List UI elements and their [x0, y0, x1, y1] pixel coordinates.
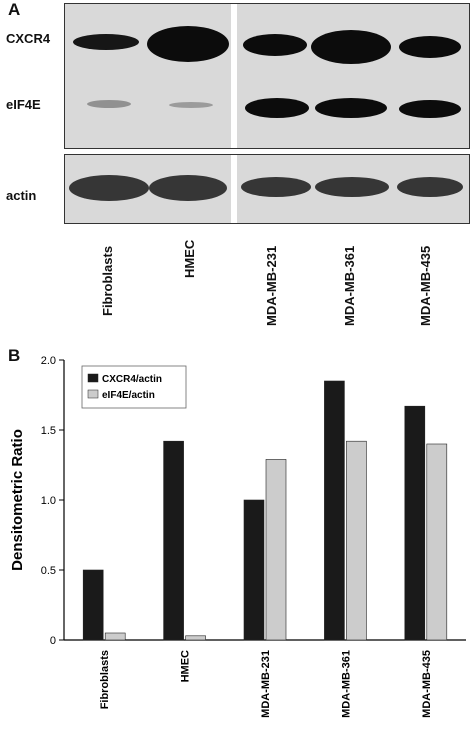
- bar-eif4e-actin-hmec: [185, 635, 206, 641]
- lane-label-fibroblasts: Fibroblasts: [100, 245, 115, 316]
- eif4e-band-mda-mb-361: [315, 98, 387, 118]
- bar-cxcr4-actin-mda-mb-231: [243, 499, 265, 641]
- eif4e-band-mda-mb-231: [245, 98, 309, 118]
- blot-membrane-top: [64, 3, 470, 149]
- legend-entry: CXCR4/actin: [102, 374, 162, 385]
- bar-eif4e-actin-mda-mb-435: [426, 443, 448, 641]
- y-axis-title: Densitometric Ratio: [9, 429, 26, 571]
- bar-cxcr4-actin-fibroblasts: [82, 569, 104, 641]
- y-tick-label: 0.5: [41, 565, 56, 577]
- bar-cxcr4-actin-mda-mb-435: [404, 405, 426, 641]
- eif4e-band-hmec: [169, 102, 213, 108]
- bar-eif4e-actin-fibroblasts: [104, 632, 126, 641]
- actin-band-mda-mb-361: [315, 177, 389, 197]
- x-category-label: Fibroblasts: [99, 650, 111, 709]
- bar-cxcr4-actin-mda-mb-361: [324, 380, 345, 641]
- x-category-label: HMEC: [180, 650, 192, 682]
- row-label-eif4e: eIF4E: [6, 97, 41, 112]
- bar-eif4e-actin-mda-mb-231: [265, 459, 287, 641]
- row-label-cxcr4: CXCR4: [6, 31, 51, 46]
- legend-box: [81, 365, 187, 409]
- cxcr4-band-mda-mb-231: [243, 34, 307, 56]
- actin-band-hmec: [149, 175, 227, 201]
- panel-a-label: A: [8, 0, 21, 19]
- membrane-splice-gap: [231, 4, 237, 148]
- x-category-label: MDA-MB-231: [260, 650, 272, 718]
- lane-label-mda-mb-231: MDA-MB-231: [264, 245, 279, 326]
- row-label-actin: actin: [6, 188, 37, 203]
- membrane-splice-gap-actin: [231, 155, 237, 223]
- lane-label-mda-mb-361: MDA-MB-361: [342, 245, 357, 326]
- legend-swatch: [87, 389, 99, 399]
- bar-eif4e-actin-mda-mb-361: [346, 440, 367, 641]
- y-tick-label: 1.5: [41, 425, 56, 437]
- cxcr4-band-mda-mb-361: [311, 30, 391, 64]
- eif4e-band-fibroblasts: [87, 100, 131, 108]
- y-tick-label: 2.0: [41, 355, 56, 367]
- densitometry-chart: 0 0.5 1.0 1.5 2.0 Densitometric Ratio Fibrobla…: [9, 355, 466, 718]
- y-tick-label: 1.0: [41, 495, 56, 507]
- x-category-label: MDA-MB-435: [421, 650, 433, 718]
- y-tick-label: 0: [50, 635, 56, 647]
- cxcr4-band-hmec: [147, 26, 229, 62]
- lane-label-mda-mb-435: MDA-MB-435: [418, 245, 433, 326]
- legend-swatch: [87, 373, 99, 383]
- legend-entry: eIF4E/actin: [102, 390, 155, 401]
- actin-band-mda-mb-435: [397, 177, 463, 197]
- eif4e-band-mda-mb-435: [399, 100, 461, 118]
- lane-label-hmec: HMEC: [182, 239, 197, 278]
- cxcr4-band-mda-mb-435: [399, 36, 461, 58]
- panel-b-label: B: [8, 346, 21, 365]
- x-category-label: MDA-MB-361: [340, 650, 352, 718]
- blot-membrane-actin: [64, 154, 470, 224]
- actin-band-fibroblasts: [69, 175, 149, 201]
- cxcr4-band-fibroblasts: [73, 34, 139, 50]
- actin-band-mda-mb-231: [241, 177, 311, 197]
- bar-cxcr4-actin-hmec: [163, 440, 184, 641]
